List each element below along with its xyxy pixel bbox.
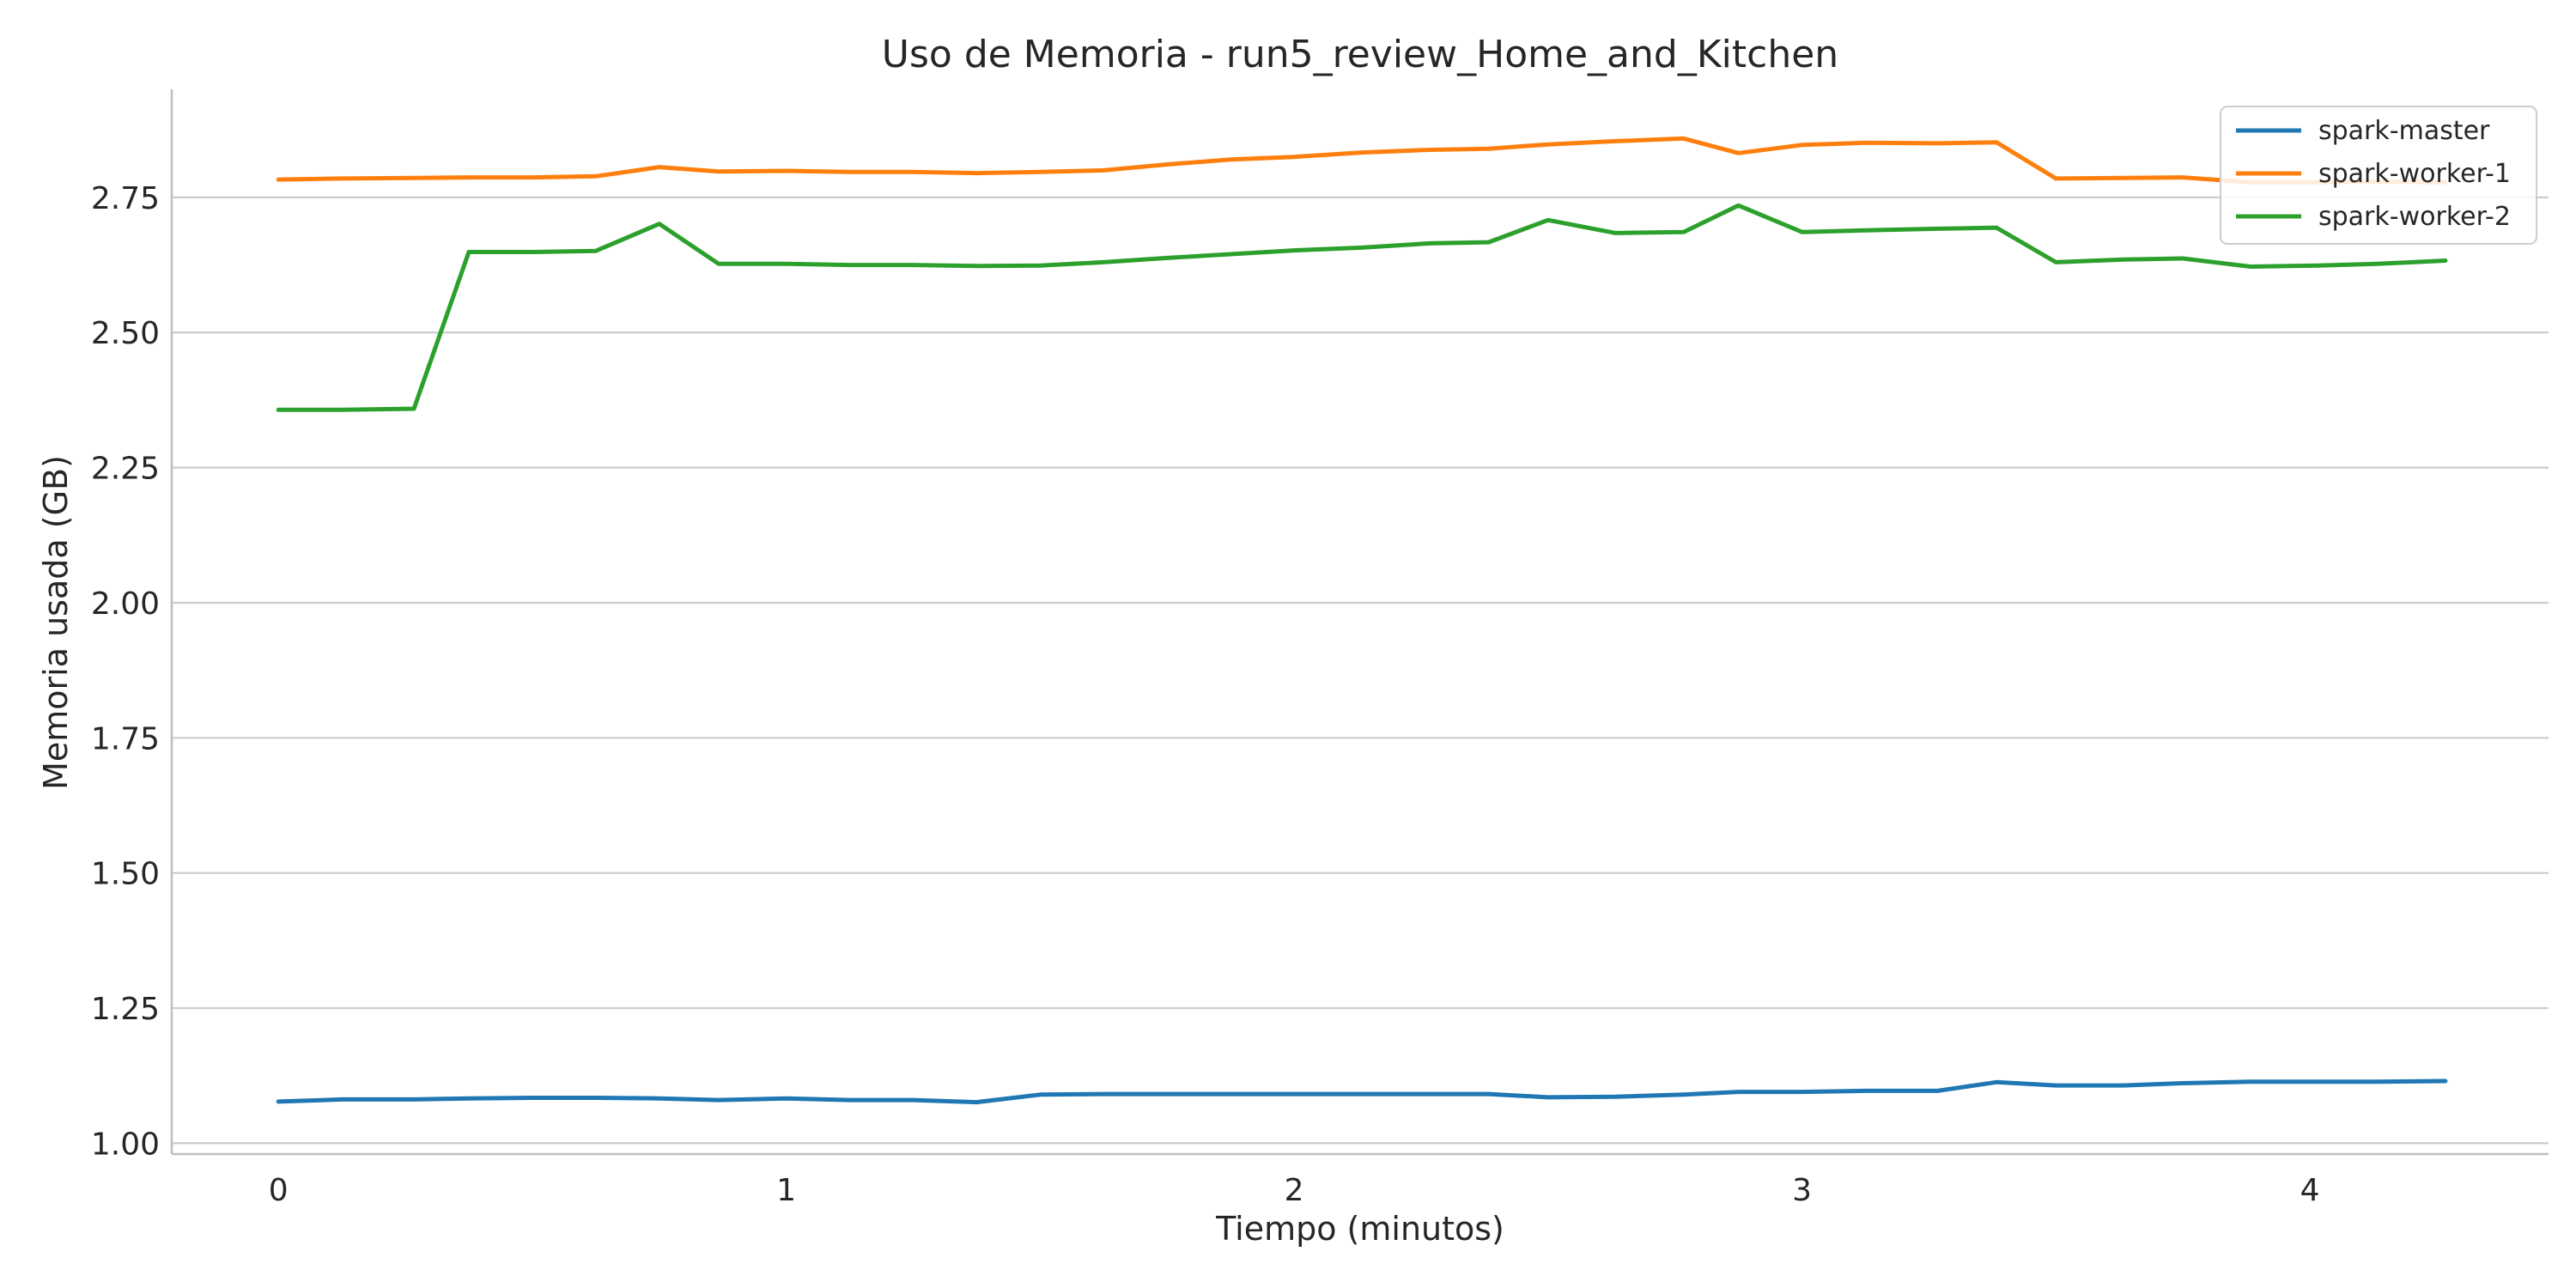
x-tick-label: 1 [776,1173,796,1208]
y-tick-label: 2.75 [91,181,160,216]
y-tick-label: 2.50 [91,316,160,351]
legend-box [2220,106,2537,245]
y-tick-label: 2.25 [91,452,160,487]
legend: spark-master spark-worker-1 spark-worker-2 [2220,106,2537,245]
y-tick-label: 1.75 [91,721,160,756]
y-tick-label: 1.00 [91,1127,160,1162]
chart-title: Uso de Memoria - run5_review_Home_and_Ki… [882,33,1838,76]
y-tick-label: 1.25 [91,992,160,1027]
x-tick-label: 0 [269,1173,289,1208]
y-tick-label: 2.00 [91,586,160,622]
legend-label-spark-master: spark-master [2318,116,2490,146]
spark-worker-1-line [276,136,2448,185]
spark-master-line [276,1078,2448,1105]
x-axis-label: Tiempo (minutos) [1215,1210,1504,1248]
x-tick-label: 4 [2300,1173,2320,1208]
legend-label-spark-worker-2: spark-worker-2 [2318,202,2511,232]
legend-label-spark-worker-1: spark-worker-1 [2318,159,2511,189]
spark-worker-2-line [276,203,2448,412]
x-tick-label: 3 [1792,1173,1812,1208]
y-tick-labels: 1.00 1.25 1.50 1.75 2.00 2.25 2.50 2.75 [91,181,160,1163]
gridlines [172,196,2549,1145]
y-tick-label: 1.50 [91,857,160,892]
x-tick-label: 2 [1285,1173,1304,1208]
series-lines [276,136,2448,1105]
x-tick-labels: 0 1 2 3 4 [269,1173,2320,1208]
y-axis-label: Memoria usada (GB) [37,455,75,790]
